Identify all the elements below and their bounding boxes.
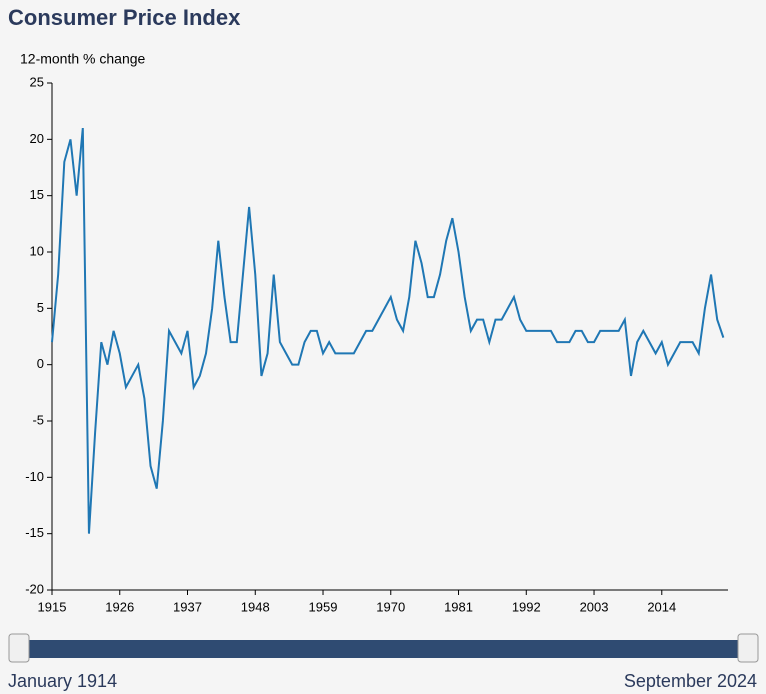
x-tick-label: 1937 <box>173 599 202 614</box>
y-tick-label: -5 <box>32 412 44 427</box>
y-tick-label: 25 <box>30 74 44 89</box>
y-tick-label: 5 <box>37 300 44 315</box>
x-tick-label: 1926 <box>105 599 134 614</box>
x-tick-label: 2014 <box>647 599 676 614</box>
y-tick-label: 10 <box>30 243 44 258</box>
x-tick-label: 1992 <box>512 599 541 614</box>
y-tick-label: 20 <box>30 131 44 146</box>
y-axis-label: 12-month % change <box>20 51 146 67</box>
x-tick-label: 2003 <box>580 599 609 614</box>
y-tick-label: 0 <box>37 356 44 371</box>
y-tick-label: -10 <box>25 469 44 484</box>
x-tick-label: 1981 <box>444 599 473 614</box>
y-tick-label: -15 <box>25 525 44 540</box>
series-line <box>51 127 725 534</box>
slider-start-label: January 1914 <box>8 671 117 691</box>
y-tick-label: 15 <box>30 187 44 202</box>
slider-track[interactable] <box>12 640 756 658</box>
chart-title: Consumer Price Index <box>8 5 241 30</box>
slider-end-label: September 2024 <box>624 671 757 691</box>
slider-handle-start[interactable] <box>8 633 30 663</box>
x-tick-label: 1915 <box>38 599 67 614</box>
y-tick-label: -20 <box>25 581 44 596</box>
slider-handle-end[interactable] <box>737 633 759 663</box>
x-tick-label: 1948 <box>241 599 270 614</box>
x-tick-label: 1970 <box>376 599 405 614</box>
x-tick-label: 1959 <box>309 599 338 614</box>
